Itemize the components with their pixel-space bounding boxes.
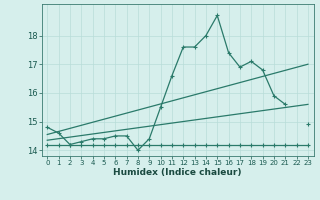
X-axis label: Humidex (Indice chaleur): Humidex (Indice chaleur) bbox=[113, 168, 242, 177]
